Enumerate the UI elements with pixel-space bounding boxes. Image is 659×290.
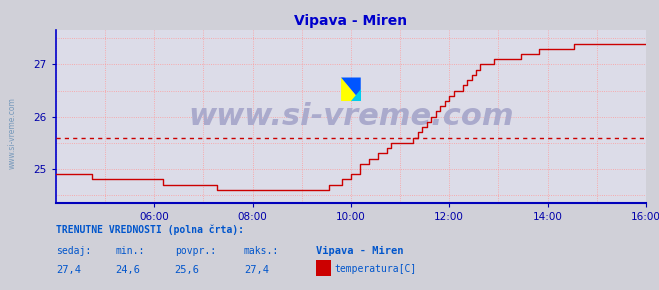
Text: 25,6: 25,6 bbox=[175, 264, 200, 275]
Polygon shape bbox=[341, 77, 360, 101]
Text: sedaj:: sedaj: bbox=[56, 246, 91, 256]
Text: maks.:: maks.: bbox=[244, 246, 279, 256]
Text: Vipava - Miren: Vipava - Miren bbox=[316, 246, 404, 256]
Text: min.:: min.: bbox=[115, 246, 145, 256]
Text: www.si-vreme.com: www.si-vreme.com bbox=[188, 102, 514, 131]
Title: Vipava - Miren: Vipava - Miren bbox=[295, 14, 407, 28]
Polygon shape bbox=[341, 77, 360, 101]
Polygon shape bbox=[351, 89, 360, 101]
Text: povpr.:: povpr.: bbox=[175, 246, 215, 256]
Text: temperatura[C]: temperatura[C] bbox=[335, 264, 417, 274]
Text: www.si-vreme.com: www.si-vreme.com bbox=[8, 97, 17, 169]
Text: 27,4: 27,4 bbox=[244, 264, 269, 275]
Text: 27,4: 27,4 bbox=[56, 264, 81, 275]
Text: 24,6: 24,6 bbox=[115, 264, 140, 275]
Text: TRENUTNE VREDNOSTI (polna črta):: TRENUTNE VREDNOSTI (polna črta): bbox=[56, 225, 244, 235]
